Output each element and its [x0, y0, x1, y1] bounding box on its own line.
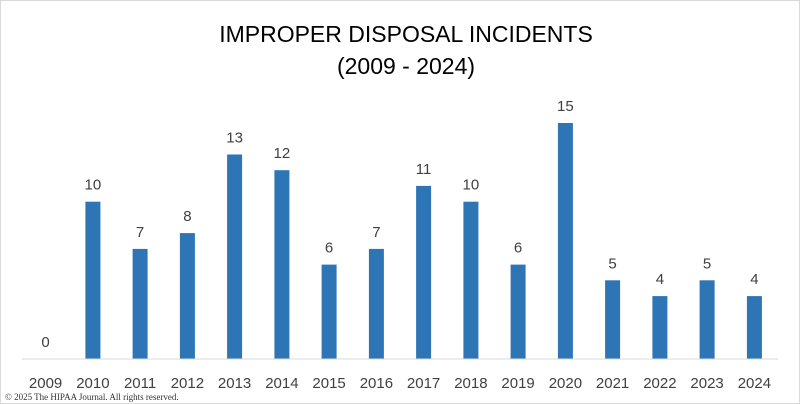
bar-2020 [557, 123, 573, 359]
x-tick-label-2021: 2021 [596, 375, 629, 392]
x-tick-label-2017: 2017 [407, 375, 440, 392]
data-label-2019: 6 [514, 240, 522, 257]
data-label-2017: 11 [416, 161, 432, 178]
x-tick-label-2014: 2014 [265, 375, 298, 392]
data-labels-group: 0 10 7 8 13 12 6 7 11 10 6 15 5 4 5 4 [41, 98, 758, 351]
bar-2022 [652, 296, 668, 359]
data-label-2010: 10 [85, 177, 102, 194]
bar-2019 [510, 264, 526, 359]
data-label-2011: 7 [136, 224, 144, 241]
data-label-2015: 6 [325, 240, 333, 257]
bars-group [85, 123, 762, 359]
x-tick-label-2019: 2019 [501, 375, 534, 392]
bar-2013 [227, 154, 243, 359]
x-tick-label-2023: 2023 [690, 375, 723, 392]
bar-2024 [746, 296, 762, 359]
bar-2018 [463, 201, 479, 359]
data-label-2018: 10 [463, 177, 480, 194]
chart-title-line1: IMPROPER DISPOSAL INCIDENTS [219, 21, 593, 47]
bar-2010 [85, 201, 101, 359]
bar-2015 [321, 264, 337, 359]
data-label-2021: 5 [608, 255, 616, 272]
x-tick-label-2010: 2010 [76, 375, 109, 392]
data-label-2022: 4 [656, 271, 664, 288]
x-tick-label-2009: 2009 [29, 375, 62, 392]
x-tick-label-2011: 2011 [124, 375, 156, 392]
x-tick-label-2018: 2018 [454, 375, 487, 392]
x-tick-label-2013: 2013 [218, 375, 251, 392]
bar-2021 [605, 280, 621, 359]
data-label-2016: 7 [372, 224, 380, 241]
x-tick-label-2024: 2024 [738, 375, 771, 392]
data-label-2013: 13 [226, 130, 243, 147]
x-tick-label-2022: 2022 [643, 375, 676, 392]
bar-2017 [416, 185, 432, 359]
bar-2014 [274, 170, 290, 359]
data-label-2024: 4 [750, 271, 758, 288]
data-label-2012: 8 [183, 208, 191, 225]
copyright-notice: © 2025 The HIPAA Journal. All rights res… [5, 392, 179, 402]
x-tick-label-2016: 2016 [360, 375, 393, 392]
x-tick-label-2015: 2015 [312, 375, 345, 392]
data-label-2023: 5 [703, 255, 711, 272]
x-tick-labels-group: 2009 2010 2011 2012 2013 2014 2015 2016 2017 2018… [29, 375, 771, 392]
data-label-2020: 15 [557, 98, 574, 115]
chart-title-line2: (2009 - 2024) [337, 53, 475, 79]
x-tick-label-2012: 2012 [171, 375, 204, 392]
x-tick-label-2020: 2020 [549, 375, 582, 392]
bar-2023 [699, 280, 715, 359]
data-label-2014: 12 [274, 145, 291, 162]
bar-2012 [179, 233, 195, 359]
bar-2016 [368, 248, 384, 359]
data-label-2009: 0 [41, 334, 49, 351]
bar-2011 [132, 248, 148, 359]
